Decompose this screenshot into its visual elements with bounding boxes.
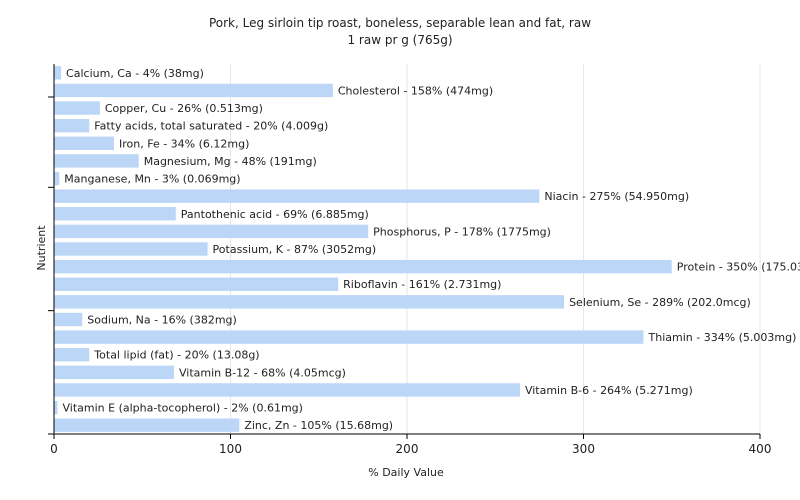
axes: 0 100 200 300 400 <box>48 64 771 456</box>
bar-9 <box>54 224 369 239</box>
bar-label-2: Copper, Cu - 26% (0.513mg) <box>105 102 263 115</box>
bar-10 <box>54 242 208 256</box>
bar-label-11: Protein - 350% (175.03g) <box>677 261 800 274</box>
chart-title: Pork, Leg sirloin tip roast, boneless, s… <box>209 16 591 30</box>
bar-label-16: Total lipid (fat) - 20% (13.08g) <box>93 349 259 362</box>
chart-subtitle: 1 raw pr g (765g) <box>347 33 452 47</box>
bar-5 <box>54 154 139 168</box>
grid-lines <box>230 64 761 434</box>
y-axis-label: Nutrient <box>35 225 48 271</box>
bar-20 <box>54 418 240 432</box>
bar-11 <box>54 259 672 274</box>
bar-label-15: Thiamin - 334% (5.003mg) <box>648 331 797 344</box>
bar-8 <box>54 207 176 221</box>
x-tick-label-3: 300 <box>572 442 595 456</box>
bar-2 <box>54 101 100 115</box>
bar-3 <box>54 118 90 133</box>
bar-label-3: Fatty acids, total saturated - 20% (4.00… <box>94 120 328 133</box>
bar-7 <box>54 189 540 203</box>
bar-label-9: Phosphorus, P - 178% (1775mg) <box>373 225 551 238</box>
bar-6 <box>54 171 60 186</box>
bar-label-17: Vitamin B-12 - 68% (4.05mcg) <box>179 366 346 379</box>
bar-label-19: Vitamin E (alpha-tocopherol) - 2% (0.61m… <box>63 402 303 415</box>
bars: Calcium, Ca - 4% (38mg) Cholesterol - 158… <box>54 66 800 432</box>
bar-17 <box>54 365 175 380</box>
bar-16 <box>54 348 90 362</box>
bar-4 <box>54 136 115 150</box>
bar-18 <box>54 383 520 397</box>
bar-label-0: Calcium, Ca - 4% (38mg) <box>66 67 204 80</box>
bar-12 <box>54 277 339 291</box>
bar-15 <box>54 330 644 344</box>
bar-label-13: Selenium, Se - 289% (202.0mcg) <box>569 296 751 309</box>
bar-13 <box>54 295 565 309</box>
bar-label-14: Sodium, Na - 16% (382mg) <box>87 313 237 326</box>
bar-19 <box>54 400 58 415</box>
bar-label-18: Vitamin B-6 - 264% (5.271mg) <box>525 384 693 397</box>
bar-label-5: Magnesium, Mg - 48% (191mg) <box>144 155 317 168</box>
bar-label-20: Zinc, Zn - 105% (15.68mg) <box>244 419 393 432</box>
x-tick-label-0: 0 <box>50 442 58 456</box>
bar-label-10: Potassium, K - 87% (3052mg) <box>213 243 377 256</box>
bar-label-12: Riboflavin - 161% (2.731mg) <box>343 278 501 291</box>
x-tick-label-4: 400 <box>749 442 772 456</box>
x-tick-label-1: 100 <box>219 442 242 456</box>
bar-14 <box>54 312 83 327</box>
bar-label-1: Cholesterol - 158% (474mg) <box>338 84 493 97</box>
x-tick-label-2: 200 <box>396 442 419 456</box>
bar-label-8: Pantothenic acid - 69% (6.885mg) <box>181 208 369 221</box>
bar-1 <box>54 83 333 98</box>
bar-label-7: Niacin - 275% (54.950mg) <box>544 190 689 203</box>
x-axis-label: % Daily Value <box>368 466 444 479</box>
bar-0 <box>54 66 62 80</box>
bar-label-6: Manganese, Mn - 3% (0.069mg) <box>64 173 240 186</box>
bar-label-4: Iron, Fe - 34% (6.12mg) <box>119 137 249 150</box>
